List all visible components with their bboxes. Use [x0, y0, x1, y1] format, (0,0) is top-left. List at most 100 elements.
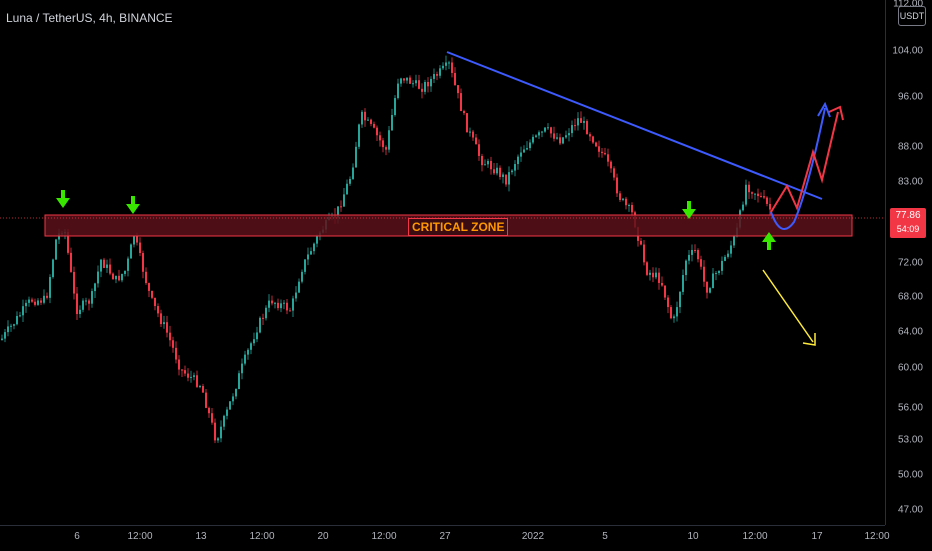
time-tick: 12:00: [742, 531, 768, 542]
green-down-arrow-icon: [126, 196, 140, 214]
candle-body: [46, 295, 48, 298]
candle-body: [202, 386, 204, 393]
candle-body: [133, 236, 135, 245]
descending-trendline[interactable]: [446, 51, 823, 200]
candle-body: [370, 119, 372, 124]
time-tick: 2022: [521, 531, 545, 542]
candle-body: [10, 325, 12, 327]
candle-body: [121, 273, 123, 281]
candle-body: [193, 375, 195, 377]
candle-body: [109, 264, 111, 274]
candle-body: [523, 149, 525, 153]
candle-body: [316, 236, 318, 244]
candle-body: [745, 184, 747, 205]
candle-body: [34, 301, 36, 305]
candlestick-chart[interactable]: [0, 0, 885, 525]
candle-body: [547, 127, 549, 129]
candle-body: [7, 326, 9, 333]
candle-body: [43, 295, 45, 303]
candle-body: [304, 259, 306, 272]
candle-body: [436, 74, 438, 76]
green-up-arrow-icon: [762, 232, 776, 250]
candle-body: [673, 316, 675, 319]
candle-body: [532, 136, 534, 143]
candle-body: [376, 127, 378, 136]
price-tick: 64.00: [897, 326, 923, 338]
chart-area[interactable]: CRITICAL ZONE Luna / TetherUS, 4h, BINAN…: [0, 0, 885, 525]
candle-body: [73, 271, 75, 294]
candle-body: [640, 240, 642, 245]
candle-body: [208, 407, 210, 414]
candle-body: [733, 236, 735, 246]
candle-body: [307, 254, 309, 260]
candle-body: [397, 83, 399, 99]
candle-body: [535, 135, 537, 137]
candle-body: [469, 131, 471, 133]
current-price-badge: 77.86 54:09: [890, 208, 926, 238]
candle-body: [676, 307, 678, 317]
time-axis[interactable]: 6 12:00 13 12:00 20 12:00 27 2022 5 10 1…: [0, 525, 890, 551]
candle-body: [727, 253, 729, 257]
candle-body: [379, 135, 381, 141]
current-price-value: 77.86: [895, 210, 921, 221]
time-tick: 10: [687, 531, 699, 542]
price-tick: 60.00: [897, 362, 923, 374]
bar-countdown: 54:09: [896, 224, 920, 234]
candle-body: [691, 249, 693, 255]
candle-body: [556, 137, 558, 139]
candle-body: [187, 373, 189, 378]
candle-body: [268, 300, 270, 308]
price-axis[interactable]: 112.00 104.00 96.00 88.00 83.00 72.00 68…: [885, 0, 932, 525]
candle-body: [235, 389, 237, 397]
candle-body: [445, 62, 447, 66]
candle-body: [388, 130, 390, 150]
price-tick: 104.00: [892, 45, 923, 57]
candle-body: [301, 271, 303, 282]
candle-body: [142, 253, 144, 272]
yellow-arrowhead-icon: [802, 333, 816, 346]
time-tick: 5: [602, 531, 608, 542]
candle-body: [277, 302, 279, 309]
time-tick: 12:00: [127, 531, 153, 542]
candle-body: [172, 340, 174, 348]
candle-body: [196, 375, 198, 387]
candle-body: [259, 317, 261, 333]
candle-body: [427, 82, 429, 87]
symbol-title[interactable]: Luna / TetherUS, 4h, BINANCE: [6, 11, 173, 25]
candle-body: [577, 118, 579, 126]
candle-body: [454, 72, 456, 86]
red-projection-path: [770, 111, 839, 213]
candle-body: [55, 239, 57, 260]
candle-body: [658, 272, 660, 283]
candle-body: [718, 270, 720, 274]
time-tick: 27: [439, 531, 451, 542]
candle-body: [313, 243, 315, 252]
candle-body: [346, 183, 348, 195]
candle-body: [37, 300, 39, 305]
candle-body: [106, 264, 108, 268]
candle-body: [154, 297, 156, 307]
time-tick: 12:00: [371, 531, 397, 542]
price-tick: 53.00: [897, 434, 923, 446]
candle-body: [541, 131, 543, 133]
currency-button[interactable]: USDT: [898, 6, 926, 26]
candle-body: [463, 111, 465, 114]
candle-body: [631, 205, 633, 213]
candle-body: [574, 125, 576, 127]
candle-body: [58, 233, 60, 240]
candle-body: [358, 124, 360, 147]
candle-body: [298, 281, 300, 293]
candle-body: [580, 118, 582, 123]
candle-body: [274, 302, 276, 304]
candle-body: [211, 413, 213, 423]
candle-body: [145, 271, 147, 284]
candle-body: [763, 196, 765, 198]
candle-body: [649, 272, 651, 275]
candle-body: [112, 273, 114, 280]
candle-body: [238, 373, 240, 390]
candle-body: [139, 242, 141, 254]
candle-body: [118, 275, 120, 281]
price-tick: 112.00: [893, 0, 923, 10]
candle-body: [475, 137, 477, 145]
candle-body: [562, 137, 564, 144]
